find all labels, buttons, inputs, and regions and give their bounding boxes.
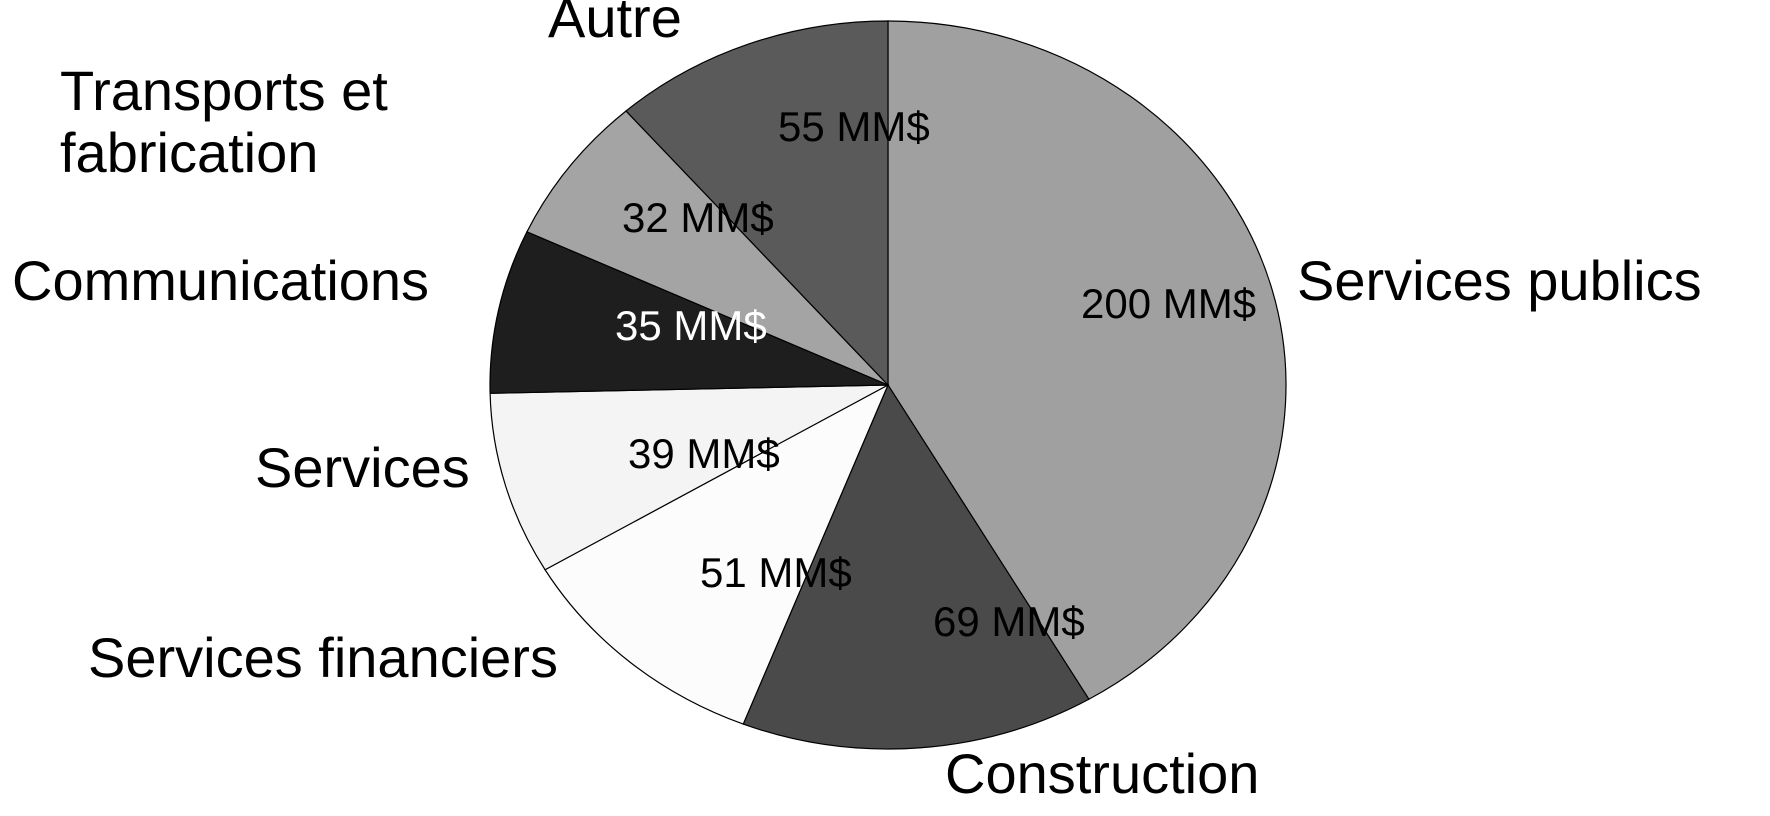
pie-slice-services-publics <box>887 20 1287 701</box>
pie-slice-transports-et-fabrication <box>526 110 889 386</box>
pie-value-label: 200 MM$ <box>1081 280 1256 327</box>
pie-slices <box>489 20 1287 750</box>
pie-value-label: 51 MM$ <box>700 549 852 596</box>
pie-value-label: 39 MM$ <box>628 430 780 477</box>
pie-slice-communications <box>489 231 889 394</box>
pie-category-label: Autre <box>548 0 682 49</box>
pie-value-label: 55 MM$ <box>778 103 930 150</box>
pie-value-label: 69 MM$ <box>933 598 1085 645</box>
pie-slice-services-financiers <box>544 383 890 725</box>
pie-category-label: Transports et fabrication <box>60 59 388 184</box>
pie-value-labels: 200 MM$ 69 MM$ 51 MM$ 39 MM$ 35 MM$ 32 MM$55 … <box>615 103 1256 645</box>
pie-category-label: Communications <box>12 249 429 312</box>
pie-category-label: Construction <box>945 742 1259 805</box>
pie-value-label: 32 MM$ <box>622 194 774 241</box>
pie-category-labels: Services publics Construction Services fin… <box>12 0 1702 805</box>
pie-category-label: Services financiers <box>88 626 558 689</box>
pie-category-label: Services publics <box>1297 249 1702 312</box>
pie-value-label: 35 MM$ <box>615 302 767 349</box>
pie-slice-services <box>489 384 889 571</box>
pie-slice-construction <box>742 383 1090 750</box>
pie-category-label: Services <box>255 436 470 499</box>
pie-slice-autre <box>625 20 889 387</box>
